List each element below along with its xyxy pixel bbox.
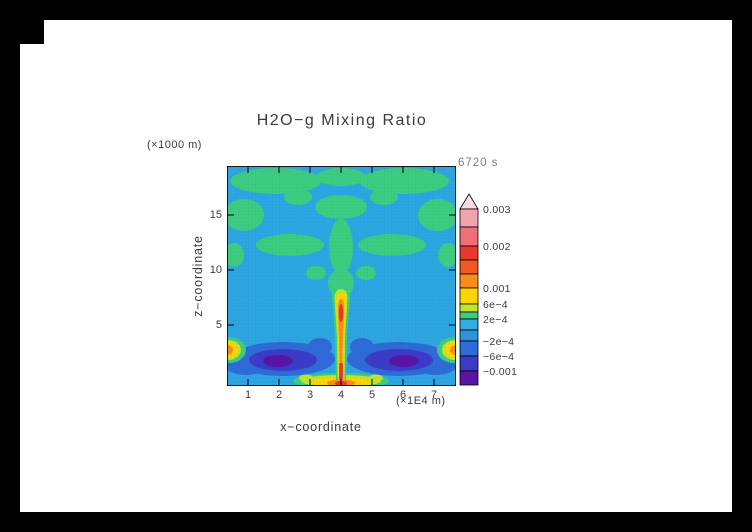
x-tick-label: 4 [337, 389, 345, 401]
colorbar-tick-label: 0.001 [483, 283, 511, 295]
colorbar-band [459, 329, 479, 342]
colorbar-tick-label: 0.002 [483, 241, 511, 253]
x-axis-label: x−coordinate [280, 420, 362, 434]
colorbar-band [459, 340, 479, 357]
colorbar-overflow-arrow [459, 193, 479, 210]
colorbar-tick-label: 2e−4 [483, 314, 508, 326]
colorbar-tick-label: 0.003 [483, 204, 511, 216]
colorbar-band [459, 303, 479, 313]
time-stamp: 6720 s [458, 157, 499, 169]
colorbar-tick-label: −6e−4 [483, 351, 515, 363]
x-tick-label: 3 [306, 389, 314, 401]
colorbar-band [459, 208, 479, 228]
contour-plot-area [227, 166, 456, 386]
x-tick-label: 2 [275, 389, 283, 401]
y-axis-unit: (×1000 m) [147, 139, 202, 151]
x-tick-label: 5 [368, 389, 376, 401]
x-axis-unit: (×1E4 m) [396, 395, 446, 407]
y-tick-label: 10 [209, 264, 222, 276]
colorbar-bands [459, 208, 479, 386]
corner-notch [20, 20, 44, 44]
contour-field-svg [228, 167, 455, 385]
page-title: H2O−g Mixing Ratio [256, 112, 428, 129]
colorbar-band [459, 311, 479, 320]
x-tick-label: 1 [244, 389, 252, 401]
colorbar-band [459, 259, 479, 275]
colorbar-band [459, 355, 479, 372]
colorbar-band [459, 226, 479, 247]
x-tick-label: 7 [430, 389, 438, 401]
colorbar [459, 193, 479, 386]
colorbar-tick-label: −0.001 [483, 366, 518, 378]
colorbar-band [459, 370, 479, 386]
grid-mesh-overlay [228, 167, 455, 385]
colorbar-tick-label: −2e−4 [483, 336, 515, 348]
colorbar-band [459, 245, 479, 261]
colorbar-band [459, 318, 479, 331]
axis-tick-marks [228, 167, 455, 385]
y-axis-label: z−coordinate [191, 235, 205, 317]
y-tick-label: 15 [209, 209, 222, 221]
colorbar-tick-label: 6e−4 [483, 299, 508, 311]
y-tick-label: 5 [215, 319, 222, 331]
x-tick-label: 6 [399, 389, 407, 401]
colorbar-band [459, 287, 479, 305]
colorbar-band [459, 273, 479, 289]
